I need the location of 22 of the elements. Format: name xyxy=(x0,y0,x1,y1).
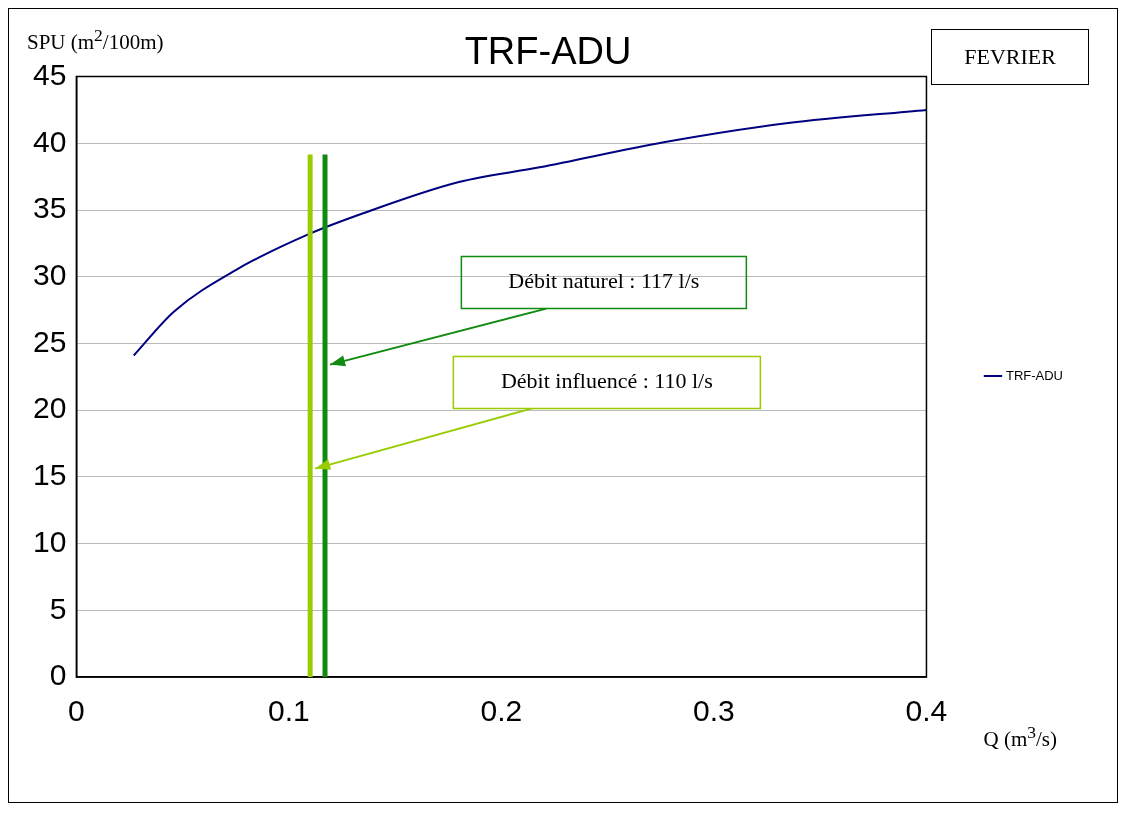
y-tick-label: 20 xyxy=(32,391,67,425)
x-axis-title: Q (m$^{3}$/s) xyxy=(983,722,1057,752)
legend-label: TRF-ADU xyxy=(1005,367,1063,383)
y-tick-label: 25 xyxy=(32,324,67,358)
y-axis-title: SPU (m$^{2}$/100m) xyxy=(27,25,164,55)
x-tick-label: 0.4 xyxy=(905,694,948,728)
x-tick-label: 0.2 xyxy=(480,694,523,728)
y-tick-label: 35 xyxy=(32,191,67,225)
chart-title: TRF-ADU xyxy=(464,30,632,73)
y-tick-label: 45 xyxy=(32,57,67,91)
ref-line-label: Débit influencé : 110 l/s xyxy=(500,368,713,394)
ref-line-label: Débit naturel : 117 l/s xyxy=(508,268,700,294)
y-tick-label: 5 xyxy=(49,591,67,625)
x-tick-label: 0.3 xyxy=(693,694,735,728)
line-series xyxy=(132,108,927,357)
text: FEVRIER xyxy=(931,29,1089,85)
x-tick-label: 0.1 xyxy=(268,694,310,728)
y-tick-label: 40 xyxy=(32,124,67,158)
y-tick-label: 0 xyxy=(49,658,67,692)
y-tick-label: 15 xyxy=(32,458,67,492)
y-tick-label: 30 xyxy=(32,258,67,291)
y-tick-label: 10 xyxy=(32,524,67,558)
